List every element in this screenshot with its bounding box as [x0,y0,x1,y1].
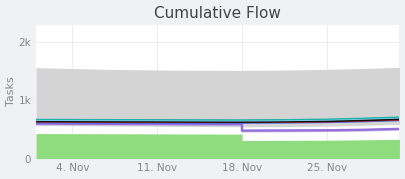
Y-axis label: Tasks: Tasks [6,77,15,107]
Title: Cumulative Flow: Cumulative Flow [154,6,281,21]
